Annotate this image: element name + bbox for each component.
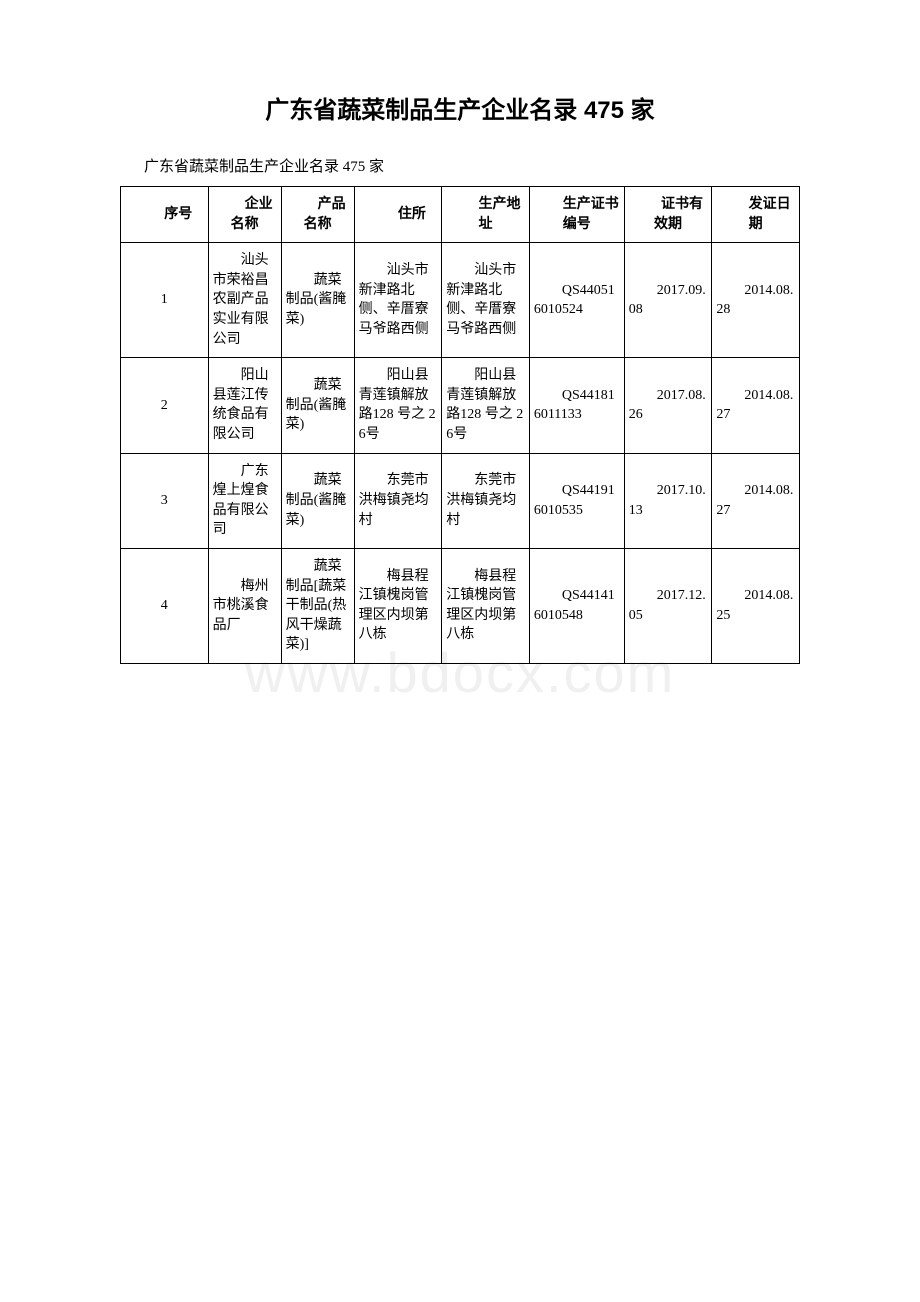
cell-product: 蔬菜制品[蔬菜干制品(热风干燥蔬菜)] [281,548,354,663]
cell-issue-date: 2014.08.27 [712,453,800,548]
cell-company: 广东煌上煌食品有限公司 [208,453,281,548]
header-address: 住所 [354,187,442,243]
cell-address: 汕头市新津路北侧、辛厝寮马爷路西侧 [354,243,442,358]
page-subtitle: 广东省蔬菜制品生产企业名录 475 家 [120,155,800,176]
cell-validity: 2017.10.13 [624,453,712,548]
header-prod-address: 生产地址 [442,187,530,243]
cell-prod-address: 阳山县青莲镇解放路128 号之 26号 [442,358,530,453]
cell-product: 蔬菜制品(酱腌菜) [281,243,354,358]
table-header-row: 序号 企业名称 产品名称 住所 生产地址 生产证书编号 证书有效期 发证日期 [121,187,800,243]
cell-seq: 1 [121,243,209,358]
cell-cert-no: QS441916010535 [529,453,624,548]
cell-prod-address: 汕头市新津路北侧、辛厝寮马爷路西侧 [442,243,530,358]
cell-address: 梅县程江镇槐岗管理区内坝第八栋 [354,548,442,663]
cell-product: 蔬菜制品(酱腌菜) [281,453,354,548]
enterprise-table: 序号 企业名称 产品名称 住所 生产地址 生产证书编号 证书有效期 发证日期 1… [120,186,800,664]
header-seq: 序号 [121,187,209,243]
cell-issue-date: 2014.08.27 [712,358,800,453]
table-row: 1 汕头市荣裕昌农副产品实业有限公司 蔬菜制品(酱腌菜) 汕头市新津路北侧、辛厝… [121,243,800,358]
header-issue-date: 发证日期 [712,187,800,243]
cell-prod-address: 东莞市洪梅镇尧均村 [442,453,530,548]
cell-address: 东莞市洪梅镇尧均村 [354,453,442,548]
table-row: 2 阳山县莲江传统食品有限公司 蔬菜制品(酱腌菜) 阳山县青莲镇解放路128 号… [121,358,800,453]
header-product: 产品名称 [281,187,354,243]
cell-validity: 2017.08.26 [624,358,712,453]
table-row: 3 广东煌上煌食品有限公司 蔬菜制品(酱腌菜) 东莞市洪梅镇尧均村 东莞市洪梅镇… [121,453,800,548]
cell-company: 阳山县莲江传统食品有限公司 [208,358,281,453]
cell-product: 蔬菜制品(酱腌菜) [281,358,354,453]
cell-validity: 2017.12.05 [624,548,712,663]
cell-issue-date: 2014.08.28 [712,243,800,358]
cell-prod-address: 梅县程江镇槐岗管理区内坝第八栋 [442,548,530,663]
cell-seq: 3 [121,453,209,548]
cell-seq: 4 [121,548,209,663]
cell-validity: 2017.09.08 [624,243,712,358]
table-row: 4 梅州市桃溪食品厂 蔬菜制品[蔬菜干制品(热风干燥蔬菜)] 梅县程江镇槐岗管理… [121,548,800,663]
header-company: 企业名称 [208,187,281,243]
cell-company: 梅州市桃溪食品厂 [208,548,281,663]
cell-address: 阳山县青莲镇解放路128 号之 26号 [354,358,442,453]
cell-seq: 2 [121,358,209,453]
header-cert-no: 生产证书编号 [529,187,624,243]
header-validity: 证书有效期 [624,187,712,243]
cell-cert-no: QS441416010548 [529,548,624,663]
cell-company: 汕头市荣裕昌农副产品实业有限公司 [208,243,281,358]
cell-cert-no: QS441816011133 [529,358,624,453]
page-title: 广东省蔬菜制品生产企业名录 475 家 [120,90,800,125]
cell-issue-date: 2014.08.25 [712,548,800,663]
cell-cert-no: QS440516010524 [529,243,624,358]
